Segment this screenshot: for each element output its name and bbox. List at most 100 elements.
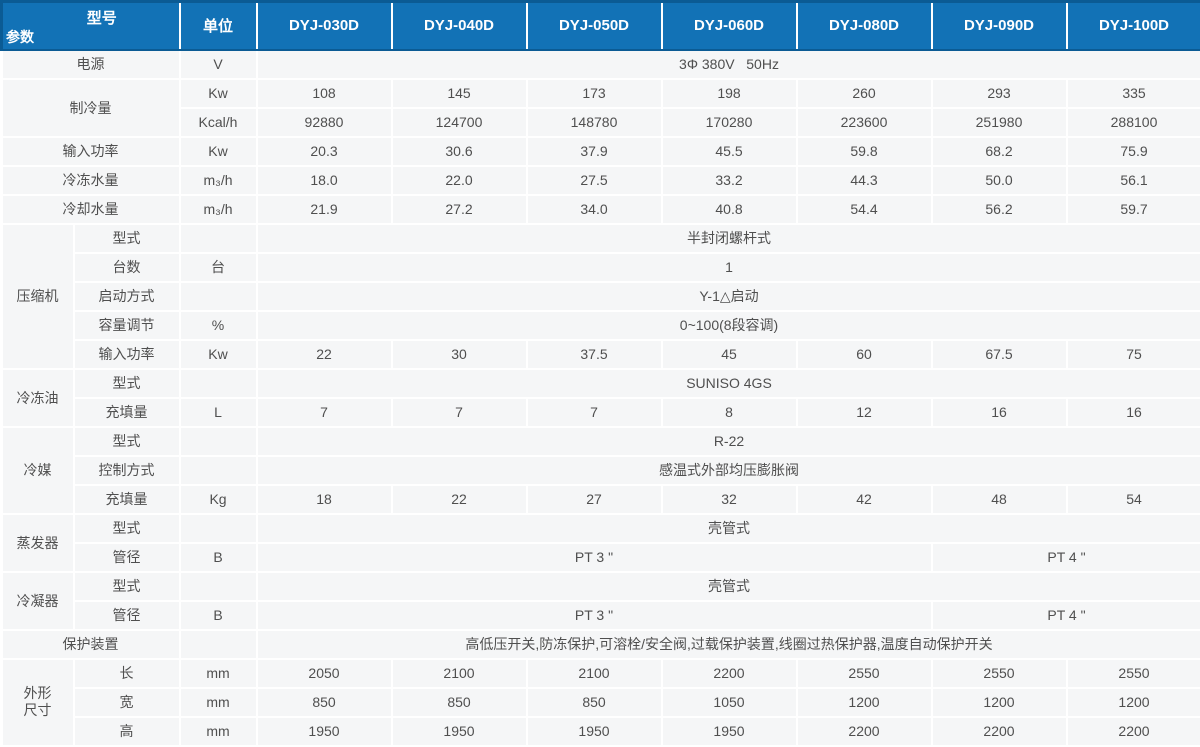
row-condenser-pipe: 管径 B PT 3 " PT 4 ": [2, 601, 1200, 630]
value-cell: 27.2: [392, 195, 527, 224]
sub-label: 型式: [74, 572, 180, 601]
value-cell: 21.9: [257, 195, 392, 224]
unit-cell: [180, 456, 257, 485]
row-evaporator-pipe: 管径 B PT 3 " PT 4 ": [2, 543, 1200, 572]
sub-label: 高: [74, 717, 180, 746]
value-cell: 1950: [392, 717, 527, 746]
row-dimension-length: 外形尺寸 长 mm 2050 2100 2100 2200 2550 2550 …: [2, 659, 1200, 688]
row-compressor-start-mode: 启动方式 Y-1△启动: [2, 282, 1200, 311]
row-label: 冷冻水量: [2, 166, 180, 195]
sub-label: 型式: [74, 427, 180, 456]
row-cooling-capacity-kcal: Kcal/h 92880 124700 148780 170280 223600…: [2, 108, 1200, 137]
value-cell: 22: [392, 485, 527, 514]
unit-cell: [180, 630, 257, 659]
value-cell: 1: [257, 253, 1200, 282]
row-protection-devices: 保护装置 高低压开关,防冻保护,可溶栓/安全阀,过载保护装置,线圈过热保护器,温…: [2, 630, 1200, 659]
value-cell: 20.3: [257, 137, 392, 166]
unit-cell: m₃/h: [180, 166, 257, 195]
unit-cell: m₃/h: [180, 195, 257, 224]
value-cell: 1950: [527, 717, 662, 746]
value-cell: 335: [1067, 79, 1200, 108]
value-cell: 16: [932, 398, 1067, 427]
sub-label: 控制方式: [74, 456, 180, 485]
unit-cell: [180, 224, 257, 253]
value-cell: 223600: [797, 108, 932, 137]
value-cell: 高低压开关,防冻保护,可溶栓/安全阀,过载保护装置,线圈过热保护器,温度自动保护…: [257, 630, 1200, 659]
model-column-header-090d: DYJ-090D: [932, 2, 1067, 50]
model-column-header-050d: DYJ-050D: [527, 2, 662, 50]
value-cell: 33.2: [662, 166, 797, 195]
row-oil-charge: 充填量 L 7 7 7 8 12 16 16: [2, 398, 1200, 427]
value-cell: 0~100(8段容调): [257, 311, 1200, 340]
value-cell: 198: [662, 79, 797, 108]
value-cell: 124700: [392, 108, 527, 137]
value-cell: 34.0: [527, 195, 662, 224]
sub-label: 长: [74, 659, 180, 688]
value-cell: 148780: [527, 108, 662, 137]
value-cell: 45: [662, 340, 797, 369]
sub-label: 管径: [74, 543, 180, 572]
unit-cell: L: [180, 398, 257, 427]
unit-cell: %: [180, 311, 257, 340]
value-cell: 54: [1067, 485, 1200, 514]
value-cell: 1050: [662, 688, 797, 717]
unit-cell: [180, 514, 257, 543]
value-cell: 2550: [797, 659, 932, 688]
value-cell: PT 3 ": [257, 543, 932, 572]
corner-model-label: 型号: [3, 7, 179, 28]
row-evaporator-type: 蒸发器 型式 壳管式: [2, 514, 1200, 543]
sub-label: 启动方式: [74, 282, 180, 311]
value-cell: 半封闭螺杆式: [257, 224, 1200, 253]
value-cell: 8: [662, 398, 797, 427]
unit-cell: 台: [180, 253, 257, 282]
value-cell: 92880: [257, 108, 392, 137]
value-cell: 30.6: [392, 137, 527, 166]
sub-label: 充填量: [74, 398, 180, 427]
group-label-condenser: 冷凝器: [2, 572, 74, 630]
value-cell: 1200: [797, 688, 932, 717]
unit-cell: Kw: [180, 340, 257, 369]
sub-label: 型式: [74, 369, 180, 398]
corner-header-cell: 型号 参数: [2, 2, 180, 50]
row-compressor-input-power: 输入功率 Kw 22 30 37.5 45 60 67.5 75: [2, 340, 1200, 369]
value-cell: 7: [392, 398, 527, 427]
value-cell: 30: [392, 340, 527, 369]
group-label-evaporator: 蒸发器: [2, 514, 74, 572]
value-cell: 60: [797, 340, 932, 369]
unit-column-header: 单位: [180, 2, 257, 50]
unit-cell: Kw: [180, 137, 257, 166]
model-column-header-060d: DYJ-060D: [662, 2, 797, 50]
row-dimension-width: 宽 mm 850 850 850 1050 1200 1200 1200: [2, 688, 1200, 717]
row-cooling-water-flow: 冷却水量 m₃/h 21.9 27.2 34.0 40.8 54.4 56.2 …: [2, 195, 1200, 224]
unit-cell: [180, 369, 257, 398]
row-compressor-capacity-control: 容量调节 % 0~100(8段容调): [2, 311, 1200, 340]
unit-cell: V: [180, 50, 257, 79]
value-cell: 75: [1067, 340, 1200, 369]
unit-cell: mm: [180, 659, 257, 688]
value-cell: 2050: [257, 659, 392, 688]
value-cell: 感温式外部均压膨胀阀: [257, 456, 1200, 485]
row-label: 电源: [2, 50, 180, 79]
unit-cell: B: [180, 601, 257, 630]
value-cell: 54.4: [797, 195, 932, 224]
value-cell: 1200: [1067, 688, 1200, 717]
value-cell: 18.0: [257, 166, 392, 195]
model-column-header-100d: DYJ-100D: [1067, 2, 1200, 50]
value-cell: 27.5: [527, 166, 662, 195]
value-cell: 1200: [932, 688, 1067, 717]
sub-label: 充填量: [74, 485, 180, 514]
value-cell: 850: [392, 688, 527, 717]
sub-label: 宽: [74, 688, 180, 717]
value-cell: 59.8: [797, 137, 932, 166]
value-cell: 293: [932, 79, 1067, 108]
row-compressor-quantity: 台数 台 1: [2, 253, 1200, 282]
value-cell: 44.3: [797, 166, 932, 195]
row-oil-type: 冷冻油 型式 SUNISO 4GS: [2, 369, 1200, 398]
value-cell: 2550: [1067, 659, 1200, 688]
row-label: 冷却水量: [2, 195, 180, 224]
row-condenser-type: 冷凝器 型式 壳管式: [2, 572, 1200, 601]
value-cell: 2200: [932, 717, 1067, 746]
row-power-supply: 电源 V 3Φ 380V 50Hz: [2, 50, 1200, 79]
unit-cell: B: [180, 543, 257, 572]
